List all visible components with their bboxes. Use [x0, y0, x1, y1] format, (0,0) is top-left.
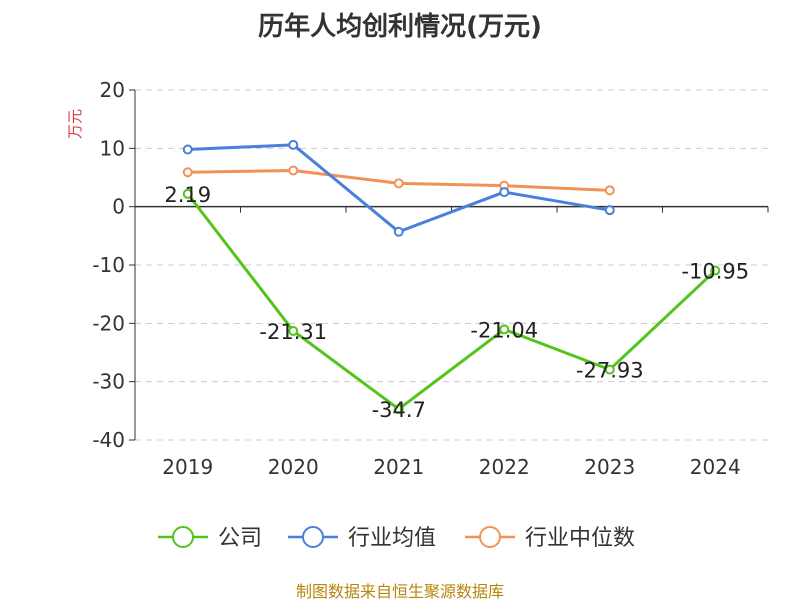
- data-label: -34.7: [372, 398, 426, 422]
- x-tick-label: 2019: [162, 455, 213, 479]
- legend-label: 行业中位数: [525, 526, 635, 551]
- y-tick-label: 10: [100, 136, 125, 160]
- data-point: [393, 226, 404, 237]
- source-note: 制图数据来自恒生聚源数据库: [295, 582, 504, 601]
- data-point: [393, 404, 404, 415]
- series-2: [182, 165, 615, 196]
- legend-marker: [479, 526, 501, 548]
- data-label: -10.95: [681, 260, 749, 284]
- series-line: [186, 192, 717, 411]
- data-point: [499, 187, 510, 198]
- legend-item: 行业均值: [288, 526, 436, 551]
- x-tick-label: 2024: [690, 455, 741, 479]
- x-axis: 2019 2020 2021 2022 2023 2024: [134, 205, 769, 479]
- legend-marker: [172, 526, 194, 548]
- data-point: [288, 325, 299, 336]
- data-label: -21.04: [470, 318, 538, 342]
- data-point: [604, 205, 615, 216]
- y-tick-label: 20: [100, 78, 125, 102]
- data-point: [182, 188, 193, 199]
- y-tick-label: -30: [92, 370, 125, 394]
- legend-label: 公司: [218, 526, 262, 551]
- x-tick-label: 2023: [584, 455, 635, 479]
- series-0: [182, 188, 721, 415]
- legend-marker: [302, 526, 324, 548]
- y-axis-title: 万元: [66, 109, 84, 139]
- data-labels: 2.19 -21.31 -34.7 -21.04 -27.93 -10.95: [164, 183, 749, 422]
- data-point: [393, 178, 404, 189]
- grid-lines: [135, 89, 768, 441]
- data-point: [604, 185, 615, 196]
- data-label: -21.31: [259, 320, 327, 344]
- data-point: [182, 167, 193, 178]
- data-label: -27.93: [576, 359, 644, 383]
- x-tick-label: 2021: [373, 455, 424, 479]
- y-tick-label: -20: [92, 311, 125, 335]
- chart-title: 历年人均创利情况(万元): [258, 12, 542, 42]
- series-lines: [182, 139, 721, 415]
- data-point: [710, 265, 721, 276]
- legend-item: 公司: [158, 526, 262, 551]
- y-axis: 20 10 0 -10 -20 -30 -40 万元: [66, 78, 136, 452]
- legend-label: 行业均值: [348, 526, 436, 551]
- y-tick-label: 0: [112, 195, 125, 219]
- x-tick-label: 2020: [268, 455, 319, 479]
- legend: 公司 行业均值 行业中位数: [158, 526, 635, 551]
- data-point: [499, 324, 510, 335]
- legend-item: 行业中位数: [465, 526, 635, 551]
- y-tick-label: -40: [92, 428, 125, 452]
- data-label: 2.19: [164, 183, 211, 207]
- data-point: [288, 139, 299, 150]
- y-tick-label: -10: [92, 253, 125, 277]
- data-point: [182, 144, 193, 155]
- data-point: [288, 165, 299, 176]
- series-1: [182, 139, 615, 237]
- data-point: [604, 364, 615, 375]
- x-tick-label: 2022: [479, 455, 530, 479]
